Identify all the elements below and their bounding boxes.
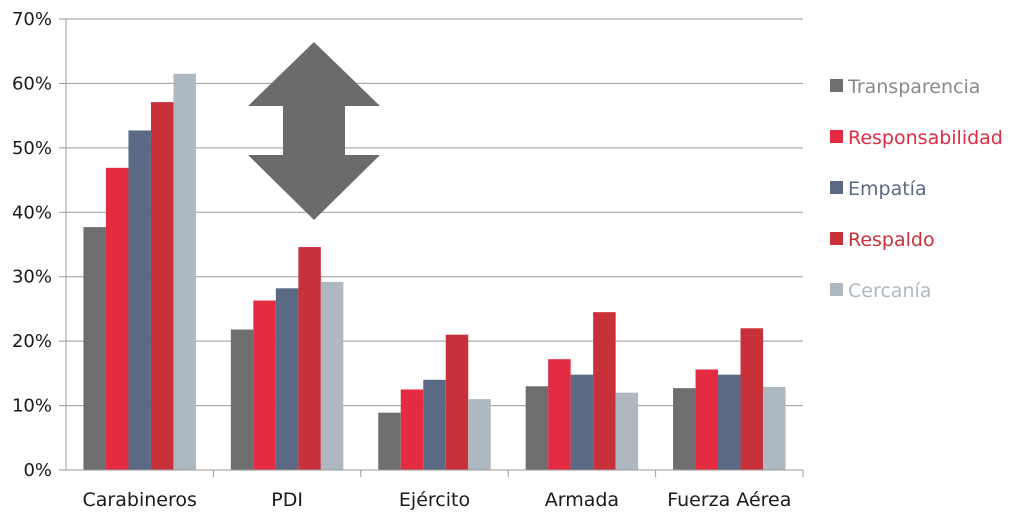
y-tick-label: 0% — [23, 460, 52, 481]
legend-swatch — [830, 232, 843, 245]
bar — [275, 288, 299, 470]
bar — [320, 281, 344, 470]
y-tick-label: 70% — [12, 9, 52, 30]
bar — [718, 374, 741, 470]
bar — [763, 386, 786, 470]
bar — [378, 412, 401, 470]
y-tick-label: 50% — [12, 138, 52, 159]
x-category-label: Carabineros — [83, 489, 197, 511]
bar — [230, 329, 254, 470]
bar — [548, 359, 571, 470]
bar — [570, 374, 594, 470]
bar — [468, 399, 491, 470]
bar — [128, 130, 151, 470]
y-tick-label: 60% — [12, 73, 52, 94]
y-axis-tick-labels: 0% 10% 20% 30% 40% 50% 60% 70% — [12, 9, 52, 481]
legend-label: Respaldo — [848, 229, 935, 251]
bar — [593, 312, 616, 470]
bar — [173, 73, 196, 470]
bar — [615, 392, 639, 470]
bar — [253, 300, 276, 470]
legend-label: Cercanía — [848, 280, 931, 302]
legend: Transparencia Responsabilidad Empatía Respa… — [830, 76, 1003, 302]
bar — [673, 388, 696, 470]
y-tick-label: 20% — [12, 331, 52, 352]
legend-label: Transparencia — [847, 76, 980, 98]
bar — [105, 167, 129, 470]
legend-label: Responsabilidad — [848, 127, 1003, 149]
bar — [695, 369, 719, 470]
x-category-label: PDI — [271, 489, 303, 511]
bar — [525, 386, 549, 470]
bar — [83, 227, 106, 470]
bars — [83, 73, 786, 470]
x-category-label: Armada — [545, 489, 619, 511]
bar — [298, 247, 321, 470]
x-axis-category-labels: Carabineros PDI Ejército Armada Fuerza Aérea — [83, 489, 792, 511]
legend-label: Empatía — [848, 178, 927, 200]
y-tick-label: 10% — [12, 396, 52, 417]
double-arrow-annotation — [248, 42, 380, 220]
y-tick-label: 30% — [12, 267, 52, 288]
bar — [740, 328, 764, 470]
x-category-label: Ejército — [399, 489, 470, 511]
legend-swatch — [830, 181, 843, 194]
axes — [65, 19, 804, 477]
bar — [423, 379, 446, 470]
bar — [445, 334, 469, 470]
legend-swatch — [830, 130, 843, 143]
legend-swatch — [830, 79, 843, 92]
x-category-label: Fuerza Aérea — [667, 489, 791, 511]
bar — [150, 102, 174, 470]
y-tick-label: 40% — [12, 202, 52, 223]
bar — [400, 389, 424, 470]
legend-swatch — [830, 283, 843, 296]
